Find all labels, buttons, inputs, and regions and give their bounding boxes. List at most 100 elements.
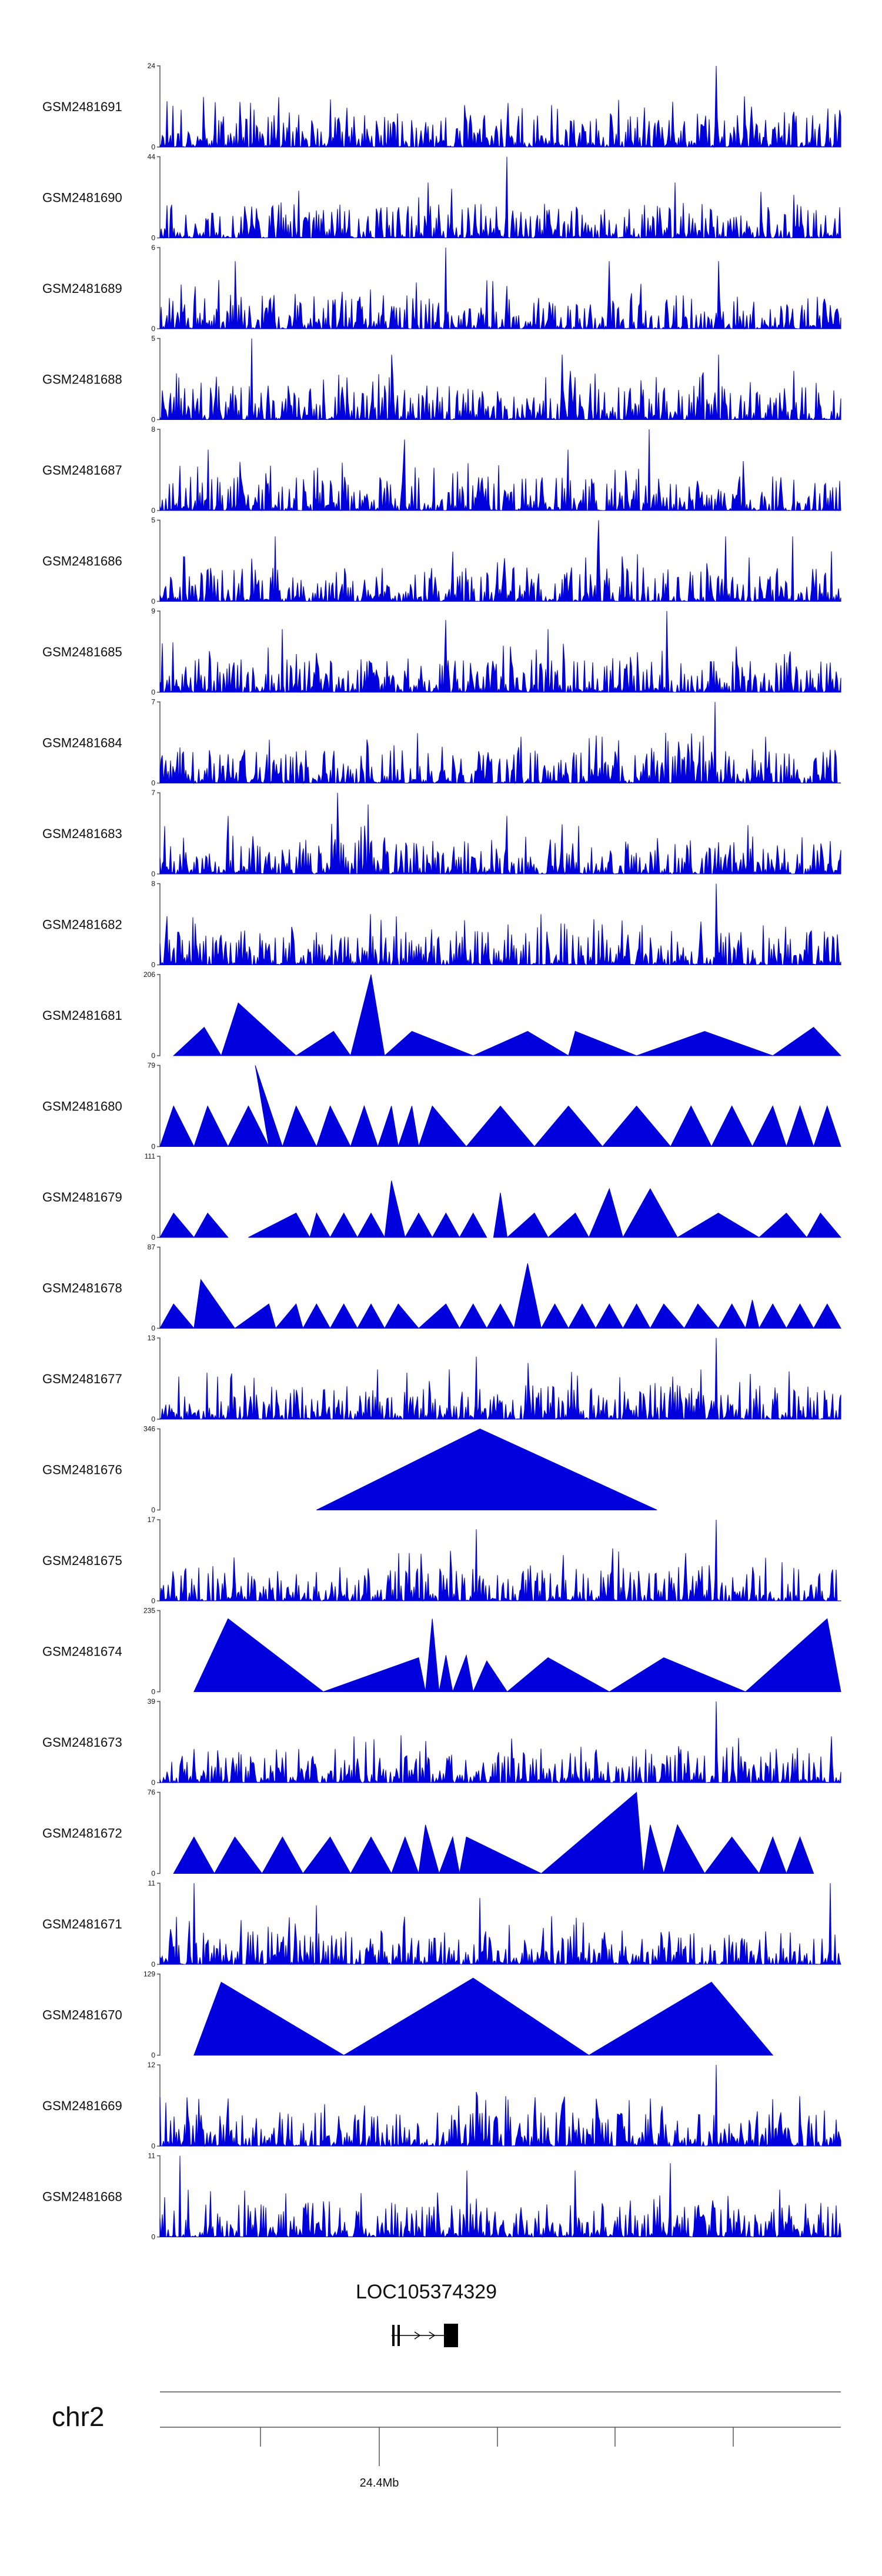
track-GSM2481672: GSM2481672 76 0 (42, 1788, 814, 1878)
track-GSM2481688: GSM2481688 5 0 (42, 335, 841, 424)
coverage-area (159, 1701, 841, 1784)
track-GSM2481682: GSM2481682 8 0 (42, 880, 841, 969)
track-sample-label: GSM2481669 (42, 2098, 122, 2113)
track-ymax-label: 17 (148, 1516, 156, 1524)
track-y-axis (157, 2064, 161, 2147)
track-y-axis (157, 1065, 161, 1147)
coverage-area (159, 156, 841, 239)
track-y-axis (157, 1701, 161, 1783)
track-GSM2481685: GSM2481685 9 0 (42, 607, 841, 696)
track-y-axis (157, 2155, 161, 2238)
track-ymax-label: 9 (151, 607, 155, 615)
track-sample-label: GSM2481681 (42, 1008, 122, 1023)
gene-model: LOC105374329 (356, 2281, 497, 2347)
gene-exon-1 (392, 2325, 395, 2346)
track-y-axis (157, 429, 161, 511)
track-sample-label: GSM2481687 (42, 463, 122, 478)
track-ymin-label: 0 (151, 2051, 155, 2060)
track-sample-label: GSM2481682 (42, 917, 122, 932)
track-y-axis (157, 65, 161, 148)
track-ymax-label: 7 (151, 698, 155, 706)
track-GSM2481683: GSM2481683 7 0 (42, 789, 841, 878)
track-y-axis (157, 519, 161, 602)
gene-exon-2 (397, 2325, 400, 2346)
track-sample-label: GSM2481671 (42, 1917, 122, 1931)
track-GSM2481674: GSM2481674 235 0 (42, 1607, 841, 1696)
track-ymax-label: 79 (148, 1062, 156, 1070)
track-sample-label: GSM2481686 (42, 554, 122, 569)
track-GSM2481689: GSM2481689 6 0 (42, 243, 841, 333)
coverage-area (159, 338, 841, 421)
track-ymin-label: 0 (151, 870, 155, 878)
track-ymax-label: 111 (145, 1152, 156, 1160)
track-y-axis (157, 1883, 161, 1965)
track-ymin-label: 0 (151, 688, 155, 696)
coverage-area (159, 1883, 841, 1966)
track-ymax-label: 87 (148, 1243, 156, 1252)
track-sample-label: GSM2481680 (42, 1099, 122, 1114)
track-y-axis (157, 610, 161, 693)
track-GSM2481691: GSM2481691 24 0 (42, 62, 841, 151)
track-ymax-label: 11 (148, 2152, 156, 2160)
track-ymax-label: 8 (151, 880, 155, 888)
coverage-area (159, 1263, 841, 1329)
coverage-area (193, 1977, 774, 2056)
track-y-axis (157, 247, 161, 329)
track-ymin-label: 0 (151, 779, 155, 788)
track-GSM2481684: GSM2481684 7 0 (42, 698, 841, 788)
strand-arrow-icon (414, 2331, 421, 2340)
track-ymax-label: 13 (148, 1334, 156, 1342)
track-sample-label: GSM2481678 (42, 1281, 122, 1296)
track-ymin-label: 0 (151, 1960, 155, 1968)
track-sample-label: GSM2481690 (42, 191, 122, 205)
track-ymax-label: 44 (148, 153, 156, 161)
coverage-area (159, 2155, 841, 2238)
track-sample-label: GSM2481685 (42, 645, 122, 659)
coverage-area (159, 883, 841, 966)
track-GSM2481679: GSM2481679 111 0 (42, 1152, 842, 1242)
track-ymax-label: 8 (151, 425, 155, 433)
track-y-axis (157, 156, 161, 239)
track-GSM2481681: GSM2481681 206 0 (42, 970, 842, 1060)
track-y-axis (157, 1337, 161, 1420)
track-sample-label: GSM2481673 (42, 1735, 122, 1750)
track-ymax-label: 76 (148, 1788, 156, 1797)
track-sample-label: GSM2481683 (42, 826, 122, 841)
track-GSM2481687: GSM2481687 8 0 (42, 425, 841, 515)
track-GSM2481675: GSM2481675 17 0 (42, 1516, 841, 1605)
coverage-area (159, 702, 841, 785)
track-y-axis (157, 1519, 161, 1601)
track-ymin-label: 0 (151, 1870, 155, 1878)
track-ymin-label: 0 (151, 1143, 155, 1151)
track-ymin-label: 0 (151, 325, 155, 333)
track-ymax-label: 5 (151, 335, 155, 343)
coverage-area (159, 1519, 841, 1602)
coverage-area (172, 974, 842, 1056)
track-ymax-label: 206 (143, 970, 155, 979)
coverage-area (159, 1065, 841, 1147)
coverage-tracks: GSM2481691240GSM2481690440GSM248168960GS… (42, 62, 842, 2241)
coverage-area (159, 2064, 841, 2147)
track-ymax-label: 6 (151, 243, 155, 252)
track-GSM2481690: GSM2481690 44 0 (42, 153, 841, 242)
track-ymin-label: 0 (151, 416, 155, 424)
track-ymin-label: 0 (151, 1778, 155, 1787)
coverage-area (159, 1337, 841, 1420)
track-ymax-label: 5 (151, 516, 155, 525)
coverage-area (159, 429, 841, 512)
track-y-axis (157, 1428, 161, 1511)
track-sample-label: GSM2481689 (42, 281, 122, 296)
track-ymax-label: 11 (148, 1879, 156, 1887)
coverage-area (159, 610, 841, 693)
track-ymax-label: 129 (143, 1970, 155, 1978)
coverage-area (159, 792, 841, 875)
track-sample-label: GSM2481684 (42, 736, 122, 750)
track-y-axis (157, 1973, 161, 2056)
track-ymin-label: 0 (151, 1233, 155, 1242)
track-ymin-label: 0 (151, 506, 155, 515)
track-GSM2481678: GSM2481678 87 0 (42, 1243, 841, 1333)
track-ymax-label: 24 (148, 62, 156, 70)
track-sample-label: GSM2481674 (42, 1644, 122, 1659)
track-sample-label: GSM2481668 (42, 2190, 122, 2204)
